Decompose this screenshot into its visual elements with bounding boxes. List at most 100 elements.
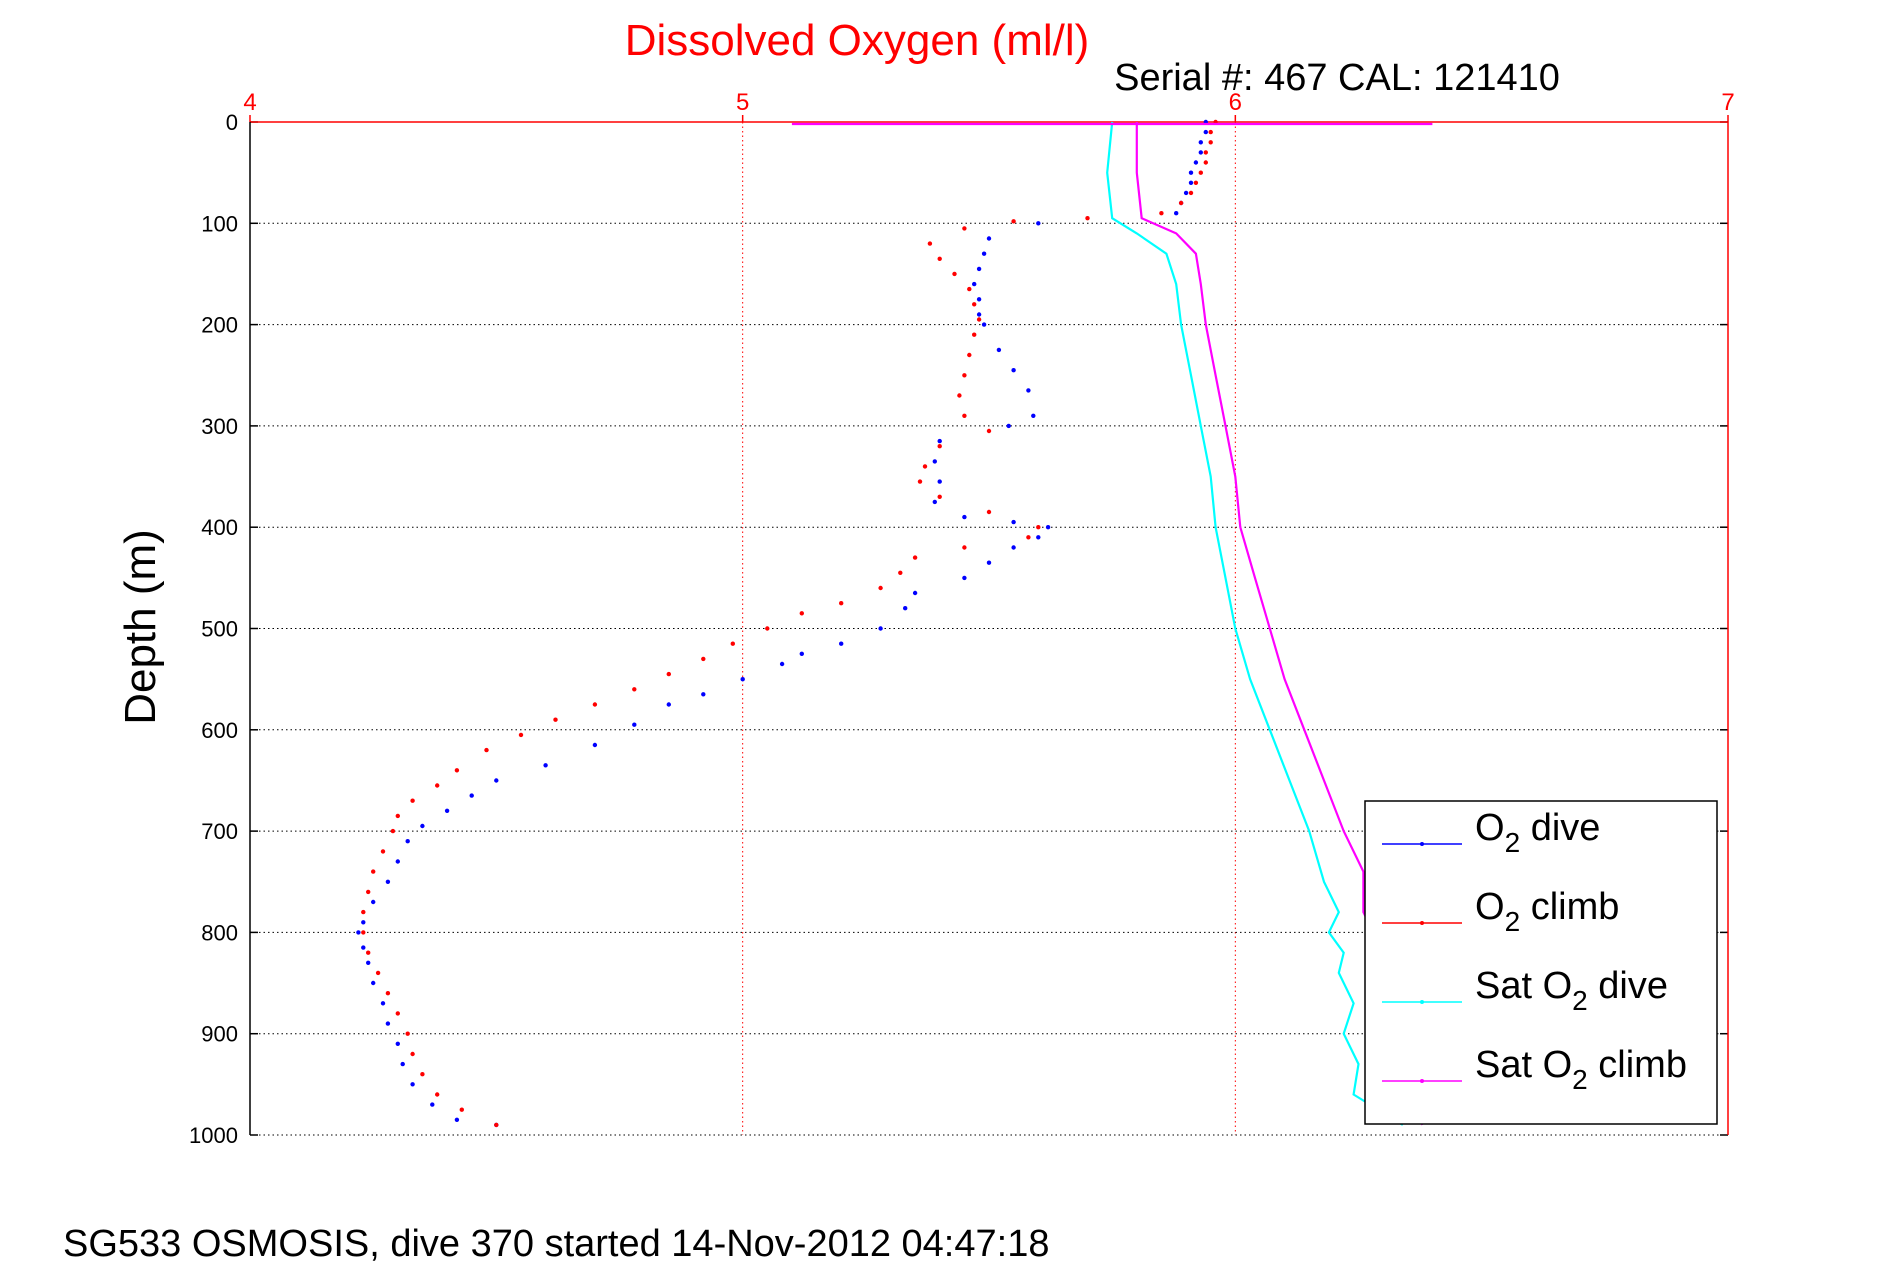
data-point (494, 1122, 499, 1128)
data-point (1011, 545, 1016, 550)
data-point (952, 271, 957, 277)
data-point (1045, 525, 1051, 530)
data-point (356, 930, 361, 935)
data-point (371, 899, 376, 905)
x-tick-label: 5 (736, 89, 749, 116)
data-point (839, 601, 844, 606)
data-point (730, 641, 735, 646)
data-point (1174, 211, 1179, 216)
data-point (666, 702, 671, 707)
y-tick-label: 400 (201, 515, 238, 540)
data-point (420, 1072, 425, 1077)
data-point (454, 1117, 460, 1123)
data-point (632, 722, 637, 727)
data-point (1203, 150, 1209, 155)
data-point (375, 970, 381, 976)
data-point (385, 991, 391, 996)
data-point (878, 626, 883, 631)
data-point (962, 575, 967, 581)
y-tick-label: 1000 (189, 1123, 238, 1148)
data-point (967, 352, 972, 358)
data-point (469, 793, 474, 798)
data-point (1193, 160, 1199, 165)
data-point (912, 555, 918, 560)
data-point (799, 611, 804, 616)
data-point (361, 909, 366, 915)
data-point (1026, 388, 1031, 393)
series-o2-climb (361, 119, 1218, 1128)
data-point (996, 347, 1002, 353)
data-point (435, 1092, 440, 1097)
data-point (972, 332, 977, 337)
data-point (1085, 216, 1090, 221)
data-point (385, 879, 391, 884)
x-tick-label: 4 (243, 89, 256, 116)
data-point (459, 1107, 464, 1112)
legend-label: Sat O2 climb (1475, 1044, 1687, 1095)
data-point (701, 656, 706, 662)
legend-marker (1420, 1000, 1424, 1004)
data-point (967, 286, 972, 292)
legend-label: O2 climb (1475, 886, 1619, 937)
data-point (592, 702, 598, 707)
y-tick-label: 500 (201, 617, 238, 642)
y-axis-label: Depth (m) (116, 529, 165, 725)
data-point (972, 281, 977, 287)
data-point (957, 393, 962, 398)
y-tick-label: 900 (201, 1022, 238, 1047)
data-point (400, 1061, 405, 1067)
data-point (1011, 368, 1016, 373)
data-point (937, 256, 942, 261)
data-point (937, 494, 942, 499)
data-point (405, 839, 410, 844)
series-o2-dive (356, 119, 1209, 1128)
data-point (405, 1031, 410, 1036)
data-point (986, 236, 992, 241)
data-point (444, 808, 450, 813)
data-point (903, 606, 908, 611)
data-point (1198, 170, 1204, 175)
chart-title: Dissolved Oxygen (ml/l) (625, 16, 1090, 65)
data-point (1193, 180, 1199, 185)
data-point (1208, 140, 1213, 145)
data-point (912, 590, 918, 596)
data-point (1188, 170, 1194, 175)
data-point (484, 747, 489, 753)
data-point (518, 732, 524, 738)
data-point (986, 509, 992, 515)
legend-box (1364, 800, 1718, 1125)
data-point (380, 849, 386, 854)
data-point (932, 499, 937, 505)
data-point (981, 251, 987, 256)
data-point (898, 570, 903, 575)
data-point (986, 428, 992, 434)
data-point (937, 444, 942, 449)
data-point (395, 1041, 400, 1047)
legend-marker (1420, 842, 1424, 846)
series-layer (356, 119, 1433, 1128)
legend-marker (1420, 1079, 1424, 1083)
data-point (765, 626, 770, 631)
data-point (390, 828, 396, 834)
data-point (917, 479, 923, 484)
data-point (799, 651, 804, 656)
data-point (395, 1011, 400, 1016)
legend-item: O2 climb (1382, 886, 1619, 937)
data-point (701, 692, 706, 697)
x-tick-label: 6 (1229, 89, 1242, 116)
data-point (878, 585, 883, 591)
data-point (1031, 413, 1036, 418)
data-point (981, 322, 987, 327)
data-point (932, 459, 937, 464)
legend-label: Sat O2 dive (1475, 965, 1668, 1016)
data-point (1159, 211, 1164, 216)
legend-label: O2 dive (1475, 807, 1600, 858)
axes: 4 5 6 7 0 100 200 300 400 500 600 700 800 900 1000 (189, 89, 1735, 1148)
data-point (420, 823, 425, 829)
data-point (454, 768, 460, 773)
legend-item: Sat O2 dive (1382, 965, 1668, 1016)
data-point (972, 302, 977, 307)
data-point (435, 783, 440, 788)
data-point (1203, 129, 1209, 135)
